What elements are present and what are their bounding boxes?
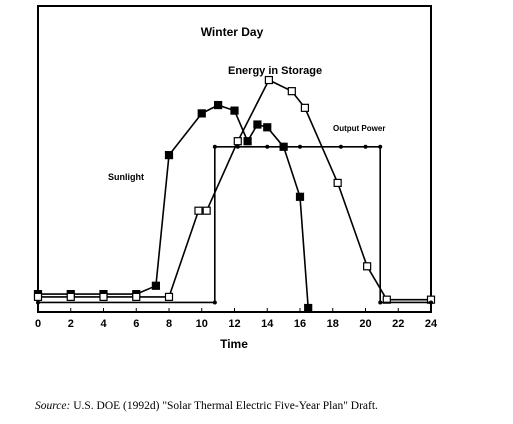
chart-title: Winter Day — [201, 25, 264, 39]
data-point — [235, 144, 240, 149]
data-point — [264, 75, 273, 85]
data-point — [214, 100, 223, 110]
data-point — [298, 144, 302, 149]
x-axis-title: Time — [220, 337, 248, 351]
data-point — [212, 300, 217, 305]
data-point — [197, 109, 206, 118]
data-point — [333, 178, 342, 187]
x-tick-label: 16 — [294, 318, 306, 330]
x-tick-label: 8 — [166, 318, 172, 330]
x-tick-label: 2 — [68, 318, 74, 330]
x-tick-label: 14 — [261, 318, 274, 330]
series-line — [38, 146, 431, 304]
data-point — [99, 292, 108, 301]
series-label-output: Output Power — [333, 124, 385, 133]
x-tick-label: 24 — [425, 318, 438, 330]
plot-frame — [37, 5, 432, 313]
data-point — [36, 300, 40, 305]
data-point — [212, 144, 217, 149]
x-tick-label: 20 — [359, 318, 371, 330]
data-point — [202, 206, 211, 215]
series-energy-in-storage — [33, 75, 436, 304]
data-point — [363, 262, 372, 271]
data-point — [300, 103, 310, 112]
data-point — [66, 292, 75, 301]
data-point — [304, 303, 313, 313]
data-point — [233, 137, 242, 146]
data-point — [132, 292, 141, 301]
source-note: Source: U.S. DOE (1992d) "Solar Thermal … — [35, 400, 505, 412]
series-output-power — [36, 144, 433, 305]
x-tick-label: 12 — [228, 318, 240, 330]
data-point — [253, 120, 262, 129]
source-prefix: Source: — [35, 400, 71, 412]
data-point — [287, 87, 296, 96]
data-point — [151, 281, 160, 290]
x-tick-label: 18 — [327, 318, 339, 330]
series-label-storage: Energy in Storage — [228, 65, 322, 77]
data-point — [164, 151, 174, 160]
data-point — [263, 123, 272, 132]
x-tick-label: 22 — [392, 318, 404, 330]
series-sunlight — [33, 100, 313, 313]
x-tick-label: 10 — [196, 318, 208, 330]
data-point — [33, 292, 43, 301]
data-point — [378, 144, 383, 149]
source-text: U.S. DOE (1992d) "Solar Thermal Electric… — [73, 400, 378, 412]
data-point — [363, 144, 368, 149]
data-point — [243, 137, 252, 146]
series-line — [38, 104, 309, 309]
data-point — [378, 300, 383, 305]
series-label-sunlight: Sunlight — [108, 172, 144, 182]
data-point — [164, 292, 174, 301]
chart: Winter Day 0 2 4 6 8 10 12 14 16 18 20 22 24 Sunligh… — [33, 5, 438, 351]
x-tick-label: 6 — [133, 318, 139, 330]
data-point — [230, 106, 239, 115]
x-tick-label: 4 — [100, 318, 107, 330]
data-point — [429, 300, 433, 305]
data-point — [194, 206, 203, 215]
data-point — [295, 192, 305, 201]
x-tick-label: 0 — [35, 318, 41, 330]
data-point — [265, 144, 270, 149]
data-point — [338, 144, 343, 149]
